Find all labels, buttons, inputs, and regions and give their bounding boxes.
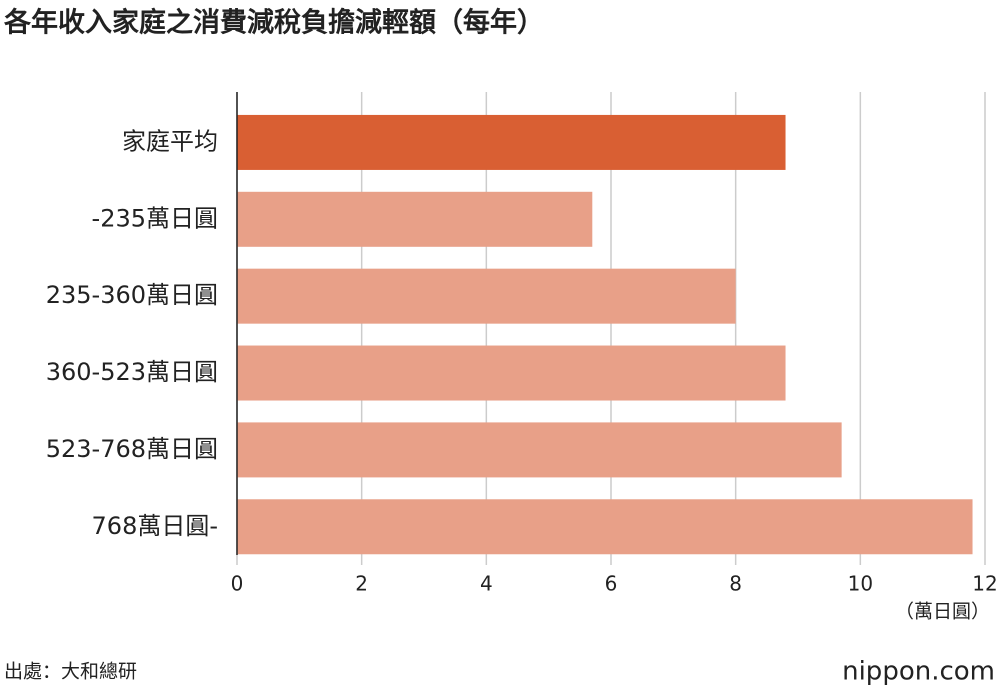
source: 出處：大和總研 — [4, 661, 137, 683]
y-tick-label: 360-523萬日圓 — [46, 358, 218, 386]
y-tick-label: 235-360萬日圓 — [46, 281, 218, 309]
bar — [237, 499, 973, 555]
x-tick-label: 6 — [605, 572, 618, 596]
brand-logo: nippon.com — [842, 657, 995, 687]
x-unit: （萬日圓） — [895, 601, 990, 623]
x-tick-label: 0 — [231, 572, 244, 596]
y-tick-label: 523-768萬日圓 — [46, 435, 218, 463]
x-tick-label: 10 — [848, 572, 873, 596]
y-tick-label: 家庭平均 — [122, 127, 218, 155]
bar — [237, 191, 593, 247]
y-tick-label: -235萬日圓 — [92, 204, 218, 232]
bar — [237, 114, 786, 170]
bar — [237, 268, 736, 324]
bar — [237, 345, 786, 401]
x-tick-label: 12 — [972, 572, 997, 596]
bar — [237, 422, 842, 478]
x-tick-label: 2 — [355, 572, 368, 596]
x-tick-label: 8 — [729, 572, 742, 596]
y-tick-label: 768萬日圓- — [92, 512, 218, 540]
chart-title: 各年收入家庭之消費減稅負擔減輕額（每年） — [3, 7, 544, 39]
x-tick-label: 4 — [480, 572, 493, 596]
